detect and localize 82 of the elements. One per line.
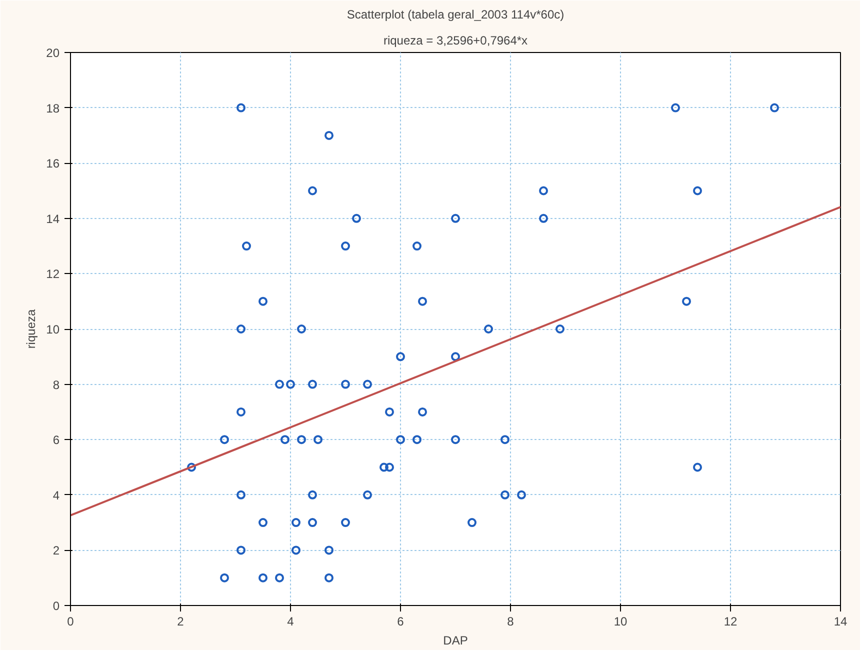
point [451, 214, 460, 223]
point [297, 324, 306, 334]
point [418, 407, 427, 416]
point [363, 490, 372, 500]
point [292, 546, 300, 555]
x-tick-label: 12 [724, 614, 738, 628]
point [308, 518, 317, 528]
point [352, 214, 361, 223]
y-tick-label: 16 [46, 156, 60, 171]
point [308, 380, 317, 389]
point [341, 518, 350, 528]
point [341, 242, 350, 251]
y-tick-label: 4 [52, 488, 60, 502]
point [258, 296, 268, 306]
y-tick-label: 10 [46, 322, 60, 336]
x-tick-label: 8 [507, 614, 514, 628]
point [412, 242, 422, 251]
y-tick-label: 2 [52, 544, 60, 558]
y-tick-label: 14 [46, 212, 60, 226]
point [517, 490, 526, 500]
point [412, 435, 422, 444]
point [297, 435, 306, 444]
point [500, 490, 510, 500]
point [539, 214, 548, 223]
point [236, 103, 246, 112]
point [363, 380, 372, 389]
point [314, 435, 322, 444]
point [220, 435, 229, 444]
point [258, 518, 268, 528]
y-axis-title: riqueza [24, 308, 38, 349]
point [385, 462, 394, 472]
point [324, 546, 334, 555]
x-tick-label: 2 [177, 614, 184, 628]
x-axis-title: DAP [443, 634, 468, 648]
point [236, 546, 246, 555]
point [682, 296, 691, 306]
x-tick-label: 14 [834, 614, 848, 628]
x-tick-label: 6 [397, 614, 404, 628]
point [484, 324, 493, 334]
point [242, 242, 251, 251]
y-tick-label: 0 [52, 599, 60, 613]
point [187, 462, 196, 472]
point [341, 380, 350, 389]
point [258, 573, 268, 582]
point [451, 435, 460, 444]
point [275, 380, 284, 389]
y-tick-label: 6 [52, 433, 60, 448]
x-tick-label: 10 [614, 614, 628, 628]
point [236, 407, 246, 416]
point [396, 435, 405, 444]
x-tick-label: 4 [287, 614, 294, 628]
point [308, 186, 317, 196]
point [236, 490, 246, 500]
point [220, 573, 229, 582]
point [693, 462, 702, 472]
point [671, 103, 680, 112]
point [770, 103, 779, 112]
point [324, 573, 334, 582]
point [468, 518, 476, 528]
point [418, 296, 427, 306]
y-tick-label: 12 [46, 267, 60, 282]
point [500, 435, 510, 444]
point [236, 324, 246, 334]
point [385, 407, 394, 416]
point [451, 352, 460, 362]
point [396, 352, 405, 362]
point [380, 462, 388, 472]
point [292, 518, 300, 528]
point [693, 186, 702, 196]
y-tick-label: 20 [46, 46, 60, 60]
point [275, 573, 284, 582]
y-tick-label: 18 [46, 101, 60, 116]
chart-title: Scatterplot (tabela geral_2003 114v*60c) [346, 8, 564, 22]
point [308, 490, 317, 500]
point [324, 130, 334, 140]
y-tick-label: 8 [52, 378, 60, 392]
chart-subtitle: riqueza = 3,2596+0,7964*x [383, 34, 528, 48]
point [539, 186, 548, 196]
point [280, 435, 290, 444]
x-tick-label: 0 [67, 614, 74, 628]
point [556, 324, 564, 334]
point [286, 380, 295, 389]
